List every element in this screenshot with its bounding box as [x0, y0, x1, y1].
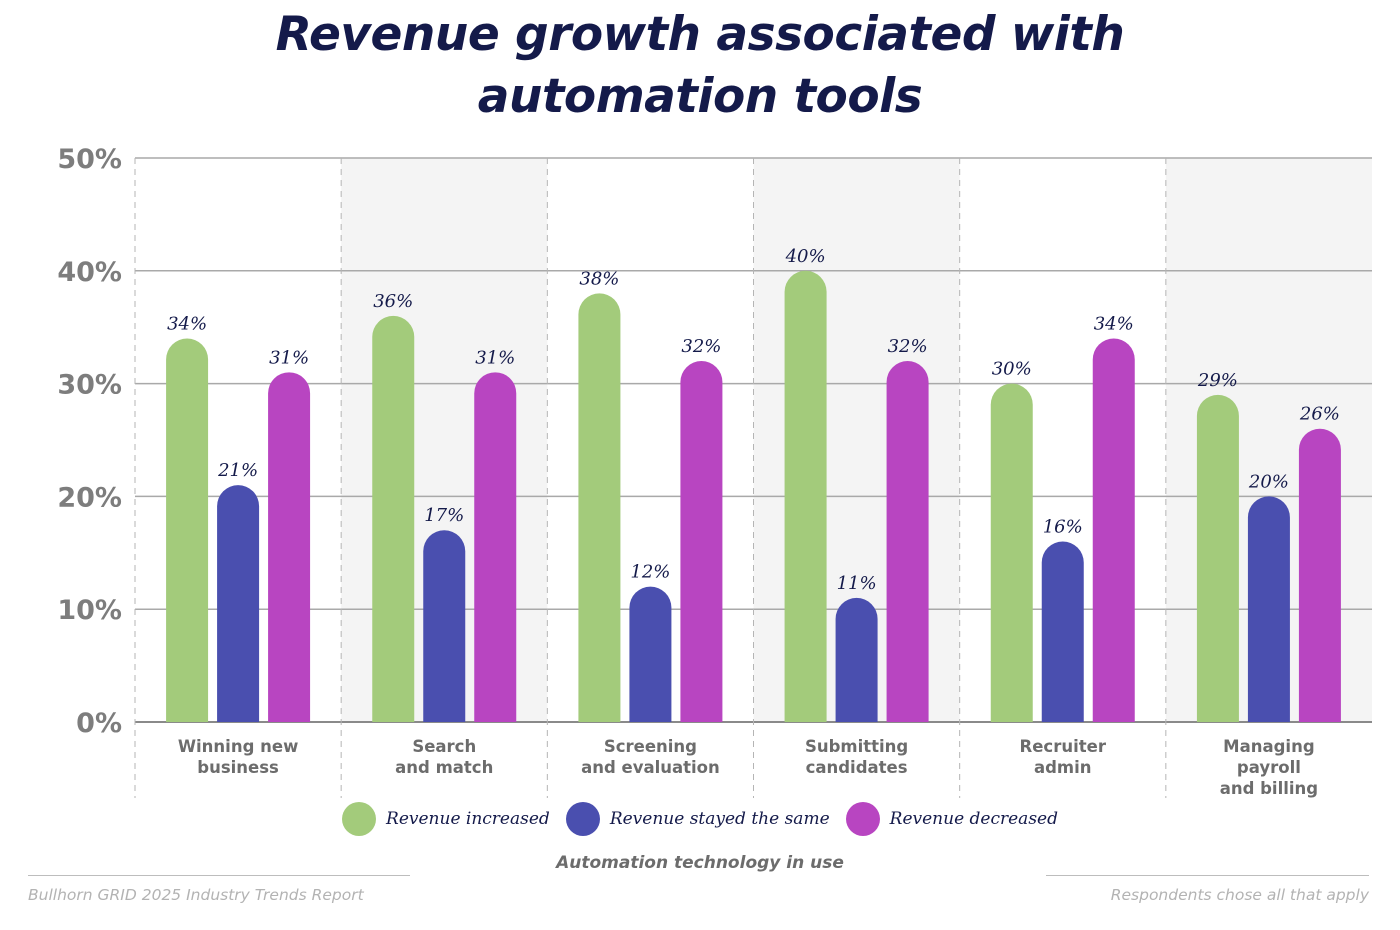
value-label: 32%: [888, 336, 928, 357]
category-label: Search and match: [395, 737, 493, 777]
category-label-line: candidates: [806, 758, 908, 777]
footer-divider-left: [28, 875, 410, 876]
legend-item-same: Revenue stayed the same: [565, 802, 830, 836]
chart-title: Revenue growth associated with automatio…: [0, 4, 1400, 128]
y-tick-label: 50%: [57, 144, 122, 175]
category-label-line: business: [197, 758, 279, 777]
bar: [372, 315, 415, 722]
value-label: 30%: [992, 359, 1032, 380]
legend-swatch-same: [565, 802, 600, 836]
bar: [1092, 338, 1135, 722]
bar: [1298, 428, 1341, 722]
value-label: 12%: [630, 562, 670, 583]
chart-title-line-1: Revenue growth associated with: [275, 7, 1125, 62]
footer-note: Respondents chose all that apply: [1110, 886, 1369, 904]
value-label: 11%: [837, 573, 877, 594]
bar: [1041, 541, 1084, 722]
value-label: 20%: [1248, 471, 1289, 492]
legend-label-increased: Revenue increased: [386, 809, 550, 829]
category-label-line: Winning new: [178, 737, 299, 756]
value-label: 32%: [681, 336, 721, 357]
bar: [268, 372, 311, 722]
y-tick-label: 30%: [57, 370, 122, 401]
value-label: 26%: [1299, 404, 1340, 425]
legend: Revenue increased Revenue stayed the sam…: [0, 802, 1400, 836]
legend-label-decreased: Revenue decreased: [889, 809, 1058, 829]
category-label: Screening and evaluation: [581, 737, 720, 777]
value-label: 34%: [1094, 313, 1134, 334]
bar: [629, 586, 672, 722]
value-labels: 34% 21% 31% 36% 17% 31% 38% 12% 32% 40% 11% 32% 30% 1…: [167, 246, 1340, 594]
value-label: 38%: [579, 268, 619, 289]
y-tick-label: 0%: [76, 708, 122, 739]
value-label: 34%: [167, 313, 207, 334]
value-label: 21%: [217, 460, 258, 481]
legend-item-increased: Revenue increased: [342, 802, 550, 836]
bar: [474, 372, 517, 722]
value-label: 36%: [373, 291, 413, 312]
category-label-line: and billing: [1220, 779, 1318, 798]
bar: [166, 338, 209, 722]
bar: [217, 485, 260, 722]
category-label-line: Managing: [1223, 737, 1314, 756]
x-axis-title: Automation technology in use: [556, 853, 844, 873]
bar: [1247, 496, 1290, 722]
value-label: 17%: [424, 505, 464, 526]
bar: [835, 597, 878, 722]
category-dividers: [134, 158, 1167, 798]
bar: [784, 270, 827, 722]
value-label: 40%: [785, 246, 826, 267]
category-label: Recruiter admin: [1020, 737, 1107, 777]
category-label-line: Recruiter: [1020, 737, 1107, 756]
y-tick-label: 40%: [57, 257, 122, 288]
y-axis-ticks: 0% 10% 20% 30% 40% 50%: [57, 144, 122, 739]
bar: [680, 361, 723, 722]
category-label-line: payroll: [1237, 758, 1301, 777]
bar: [578, 293, 621, 722]
category-label-line: Screening: [604, 737, 697, 756]
footer-divider-right: [1046, 875, 1369, 876]
bar: [886, 361, 929, 722]
bar: [990, 383, 1033, 722]
legend-swatch-increased: [342, 802, 377, 836]
y-tick-label: 20%: [57, 482, 122, 513]
y-tick-label: 10%: [57, 595, 122, 626]
legend-item-decreased: Revenue decreased: [845, 802, 1058, 836]
bar: [1196, 394, 1239, 722]
footer-source: Bullhorn GRID 2025 Industry Trends Repor…: [28, 886, 364, 904]
value-label: 31%: [269, 347, 309, 368]
category-label-line: admin: [1034, 758, 1092, 777]
x-axis-category-labels: Winning new business Search and match Screen…: [178, 737, 1318, 798]
category-label-line: Submitting: [805, 737, 908, 756]
legend-swatch-decreased: [845, 802, 880, 836]
category-label: Winning new business: [178, 737, 299, 777]
legend-label-same: Revenue stayed the same: [609, 809, 830, 829]
bars: [166, 270, 1341, 722]
value-label: 16%: [1043, 517, 1083, 538]
value-label: 31%: [475, 347, 515, 368]
category-label: Managing payroll and billing: [1220, 737, 1318, 798]
category-label-line: and match: [395, 758, 493, 777]
value-label: 29%: [1197, 370, 1238, 391]
category-label-line: and evaluation: [581, 758, 720, 777]
category-label: Submitting candidates: [805, 737, 908, 777]
bar: [423, 530, 466, 722]
category-label-line: Search: [412, 737, 476, 756]
chart-title-line-2: automation tools: [477, 69, 923, 124]
